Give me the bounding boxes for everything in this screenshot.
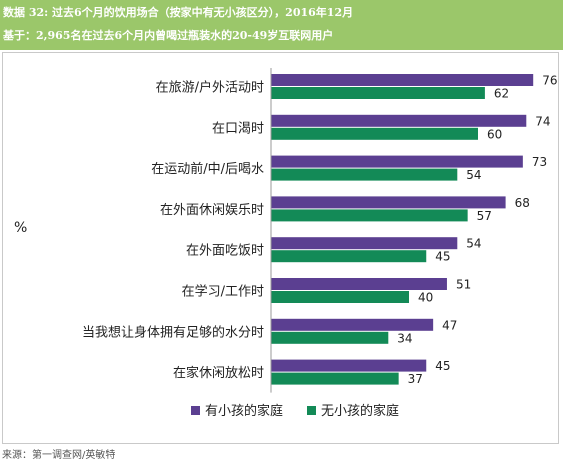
data-label: 47: [442, 318, 457, 332]
bar-with-children: [271, 196, 506, 209]
data-label: 40: [418, 291, 433, 305]
bar-without-children: [271, 87, 485, 99]
category-label: 在口渴时: [212, 121, 264, 136]
data-label: 60: [487, 127, 502, 141]
category-label: 在学习/工作时: [182, 284, 264, 300]
category-label: 在家休闲放松时: [173, 365, 264, 381]
data-label: 68: [515, 196, 530, 210]
bar-without-children: [271, 209, 468, 222]
legend-label: 有小孩的家庭: [205, 403, 283, 419]
bar-with-children: [271, 237, 458, 250]
category-label: 当我想让身体拥有足够的水分时: [82, 324, 264, 340]
bar-without-children: [271, 250, 427, 263]
chart-subtitle: 基于：2,965名在过去6个月内曾喝过瓶装水的20-49岁互联网用户: [3, 29, 334, 42]
data-label: 76: [542, 74, 557, 88]
bar-with-children: [271, 318, 434, 331]
bar-with-children: [271, 155, 523, 168]
bar-with-children: [271, 278, 447, 290]
data-label: 45: [435, 359, 450, 373]
category-label: 在运动前/中/后喝水: [151, 161, 264, 177]
legend-label: 无小孩的家庭: [321, 403, 399, 419]
bar-without-children: [271, 168, 458, 181]
legend-swatch: [307, 406, 316, 415]
data-label: 45: [435, 250, 450, 264]
data-label: 74: [535, 114, 550, 128]
chart-header: 数据 32: 过去6个月的饮用场合（按家中有无小孩区分），2016年12月 基于…: [0, 0, 563, 50]
category-label: 在外面吃饭时: [186, 243, 264, 259]
data-label: 62: [494, 87, 509, 101]
bar-without-children: [271, 331, 389, 344]
data-label: 73: [532, 155, 547, 169]
data-label: 54: [466, 237, 481, 251]
bar-without-children: [271, 372, 399, 385]
source-note: 来源：第一调查网/英敏特: [2, 450, 116, 461]
bar-with-children: [271, 74, 534, 86]
y-axis-unit-label: %: [14, 220, 28, 236]
bar-with-children: [271, 114, 527, 127]
data-label: 54: [466, 168, 481, 182]
data-label: 51: [456, 278, 471, 292]
data-label: 34: [397, 331, 412, 345]
bar-without-children: [271, 127, 478, 140]
category-label: 在外面休闲娱乐时: [160, 203, 264, 218]
category-label: 在旅游/户外活动时: [156, 80, 264, 96]
data-label: 37: [408, 372, 423, 386]
legend-swatch: [191, 406, 200, 415]
chart-title: 数据 32: 过去6个月的饮用场合（按家中有无小孩区分），2016年12月: [3, 6, 354, 19]
bar-without-children: [271, 291, 409, 303]
bar-with-children: [271, 359, 427, 372]
data-label: 57: [477, 209, 492, 223]
